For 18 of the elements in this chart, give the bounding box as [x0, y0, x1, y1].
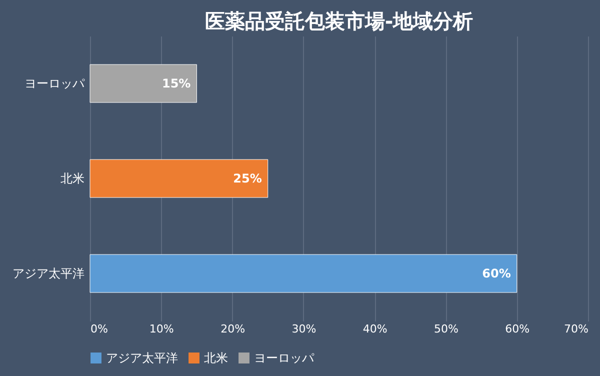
data-label: 60%: [482, 266, 511, 280]
legend-label: ヨーロッパ: [254, 351, 315, 365]
x-tick-label: 60%: [505, 322, 530, 336]
x-tick-label: 10%: [149, 322, 174, 336]
x-tick-label: 30%: [292, 322, 316, 336]
x-tick-label: 50%: [434, 322, 458, 336]
y-tick-label: ヨーロッパ: [24, 76, 86, 90]
x-tick-label: 0%: [90, 322, 108, 336]
x-tick-label: 70%: [564, 322, 588, 336]
data-label: 15%: [162, 76, 191, 90]
data-label: 25%: [233, 172, 262, 186]
chart-title: 医薬品受託包装市場-地域分析: [204, 9, 474, 33]
legend-label: アジア太平洋: [106, 351, 178, 365]
x-tick-label: 20%: [220, 322, 246, 336]
y-tick-label: アジア太平洋: [12, 266, 84, 280]
legend-label: 北米: [204, 351, 228, 365]
x-tick-label: 40%: [362, 322, 388, 336]
y-tick-label: 北米: [60, 172, 84, 186]
